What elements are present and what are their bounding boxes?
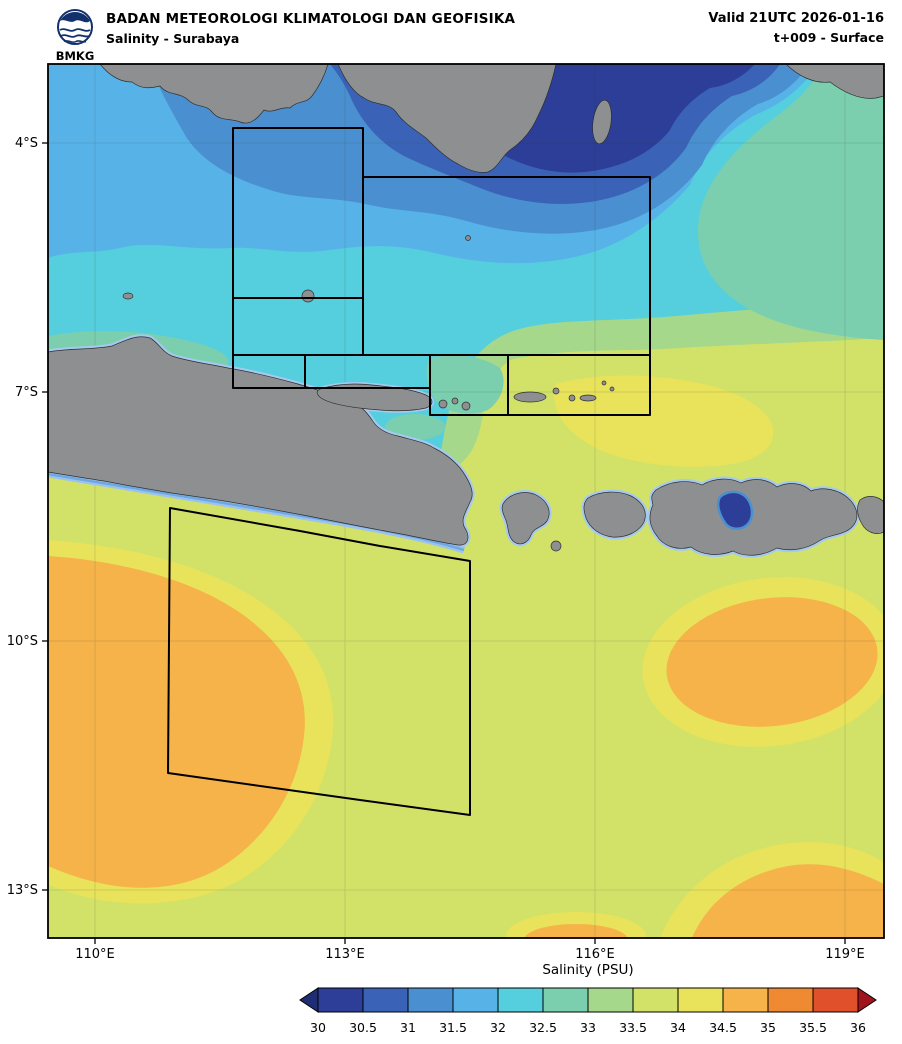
colorbar: 30 30.5 31 31.5 32 32.5 33 33.5 34 34.5 … xyxy=(299,987,877,1035)
madura-island xyxy=(316,383,433,412)
forecast-box-7 xyxy=(507,354,651,416)
colorbar-cell xyxy=(767,987,814,1013)
bali-island xyxy=(501,492,550,545)
map-border xyxy=(47,63,885,939)
colorbar-tick: 31 xyxy=(400,1020,416,1035)
lombok-island xyxy=(583,491,646,538)
colorbar-tick: 33 xyxy=(580,1020,596,1035)
colorbar-under-arrow xyxy=(299,987,319,1013)
sumbawa-island xyxy=(649,478,858,556)
colorbar-tick-labels: 30 30.5 31 31.5 32 32.5 33 33.5 34 34.5 … xyxy=(310,1020,866,1035)
colorbar-tick: 35.5 xyxy=(799,1020,827,1035)
teal-right xyxy=(697,64,884,340)
axis-ticks xyxy=(42,142,846,944)
colorbar-tick: 30.5 xyxy=(349,1020,377,1035)
karimunjawa-island xyxy=(122,292,134,300)
colorbar-cell xyxy=(317,987,364,1013)
sapudi-island xyxy=(438,399,448,409)
logo-wave-1 xyxy=(59,28,91,32)
logo-wave-3 xyxy=(63,39,87,44)
teal-surabaya-strait xyxy=(385,414,445,440)
valid-time: Valid 21UTC 2026-01-16 xyxy=(708,11,884,26)
colorbar-cell xyxy=(362,987,409,1013)
colorbar-cell xyxy=(677,987,724,1013)
colorbar-tick: 30 xyxy=(310,1020,326,1035)
kangean-islands xyxy=(513,380,615,403)
colorbar-cell xyxy=(407,987,454,1013)
kalimantan-east-lobe xyxy=(337,64,557,173)
bawean-island xyxy=(301,289,315,303)
nusa-penida-island xyxy=(550,540,562,552)
colorbar-tick: 35 xyxy=(760,1020,776,1035)
yellow-patch-ne xyxy=(553,375,774,467)
lat-label-7s: 7°S xyxy=(15,385,38,400)
colorbar-tick: 32.5 xyxy=(529,1020,557,1035)
lon-label-119e: 119°E xyxy=(825,947,865,962)
orange-bottom xyxy=(524,924,628,938)
laut-island xyxy=(592,99,612,145)
colorbar-tick: 34 xyxy=(670,1020,686,1035)
raas-island xyxy=(451,397,459,405)
colorbar-tick: 32 xyxy=(490,1020,506,1035)
forecast-area-boxes xyxy=(167,127,651,816)
small-island xyxy=(461,401,471,411)
top-right-land xyxy=(785,64,884,99)
java-island xyxy=(48,336,473,546)
lon-label-113e: 113°E xyxy=(325,947,365,962)
far-east-island xyxy=(857,496,884,534)
orange-corner xyxy=(692,864,884,938)
logo-dome xyxy=(60,11,90,23)
colorbar-tick: 33.5 xyxy=(619,1020,647,1035)
lon-label-116e: 116°E xyxy=(575,947,615,962)
forecast-area-south xyxy=(167,507,471,816)
bmkg-logo: BMKG xyxy=(56,9,95,63)
saleh-bay xyxy=(716,490,754,530)
lat-label-10s: 10°S xyxy=(7,634,38,649)
colorbar-cell xyxy=(542,987,589,1013)
colorbar-cell xyxy=(722,987,769,1013)
orange-right xyxy=(666,597,878,727)
salinity-map: 4°S 7°S 10°S 13°S 110°E 113°E 116°E 119°… xyxy=(7,63,885,962)
lon-label-110e: 110°E xyxy=(75,947,115,962)
orange-left xyxy=(48,556,305,888)
salinity-field xyxy=(48,64,884,938)
kalimantan-west-lobe xyxy=(99,64,329,124)
land-group xyxy=(48,64,884,556)
colorbar-tick: 34.5 xyxy=(709,1020,737,1035)
product-title: Salinity - Surabaya xyxy=(106,31,240,46)
lat-label-4s: 4°S xyxy=(15,136,38,151)
colorbar-cell xyxy=(632,987,679,1013)
agency-title: BADAN METEOROLOGI KLIMATOLOGI DAN GEOFIS… xyxy=(106,11,516,27)
masalembu-island xyxy=(465,235,471,241)
teal-strait xyxy=(426,355,504,414)
lat-label-13s: 13°S xyxy=(7,883,38,898)
logo-wave-2 xyxy=(60,34,90,38)
colorbar-cell xyxy=(497,987,544,1013)
colorbar-tick: 31.5 xyxy=(439,1020,467,1035)
axis-labels: 4°S 7°S 10°S 13°S 110°E 113°E 116°E 119°… xyxy=(7,136,865,962)
colorbar-cell xyxy=(587,987,634,1013)
colorbar-title: Salinity (PSU) xyxy=(542,962,634,978)
colorbar-cells xyxy=(317,987,859,1013)
colorbar-cell xyxy=(452,987,499,1013)
logo-text: BMKG xyxy=(56,49,95,63)
colorbar-cell xyxy=(812,987,859,1013)
colorbar-over-arrow xyxy=(857,987,877,1013)
colorbar-tick: 36 xyxy=(850,1020,866,1035)
forecast-step: t+009 - Surface xyxy=(773,30,884,45)
